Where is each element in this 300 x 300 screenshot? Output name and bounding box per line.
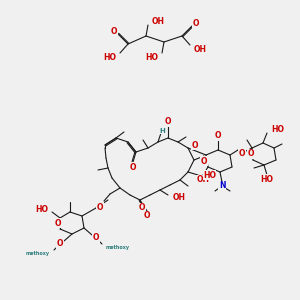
Text: O: O xyxy=(55,218,61,227)
Text: OH: OH xyxy=(194,44,207,53)
Text: OH: OH xyxy=(173,193,186,202)
Text: HO: HO xyxy=(103,52,116,62)
Text: HO: HO xyxy=(271,124,284,134)
Text: methoxy: methoxy xyxy=(26,250,50,256)
Text: O: O xyxy=(57,239,63,248)
Text: O: O xyxy=(192,140,198,149)
Text: O: O xyxy=(193,20,199,28)
Text: O: O xyxy=(248,149,254,158)
Text: O: O xyxy=(97,202,103,211)
Text: HO: HO xyxy=(35,205,48,214)
Text: O: O xyxy=(239,148,245,158)
Text: O: O xyxy=(165,118,171,127)
Text: O: O xyxy=(130,163,136,172)
Text: H: H xyxy=(159,128,165,134)
Text: O: O xyxy=(93,233,99,242)
Text: HO: HO xyxy=(145,52,158,62)
Text: O: O xyxy=(201,157,207,166)
Text: OH: OH xyxy=(152,16,165,26)
Text: O: O xyxy=(111,28,117,37)
Text: HO: HO xyxy=(260,175,274,184)
Text: HO: HO xyxy=(203,170,216,179)
Text: O: O xyxy=(139,203,145,212)
Text: OH: OH xyxy=(196,176,209,184)
Text: methoxy: methoxy xyxy=(106,244,130,250)
Text: O: O xyxy=(215,131,221,140)
Text: N: N xyxy=(219,182,225,190)
Text: O: O xyxy=(144,212,150,220)
